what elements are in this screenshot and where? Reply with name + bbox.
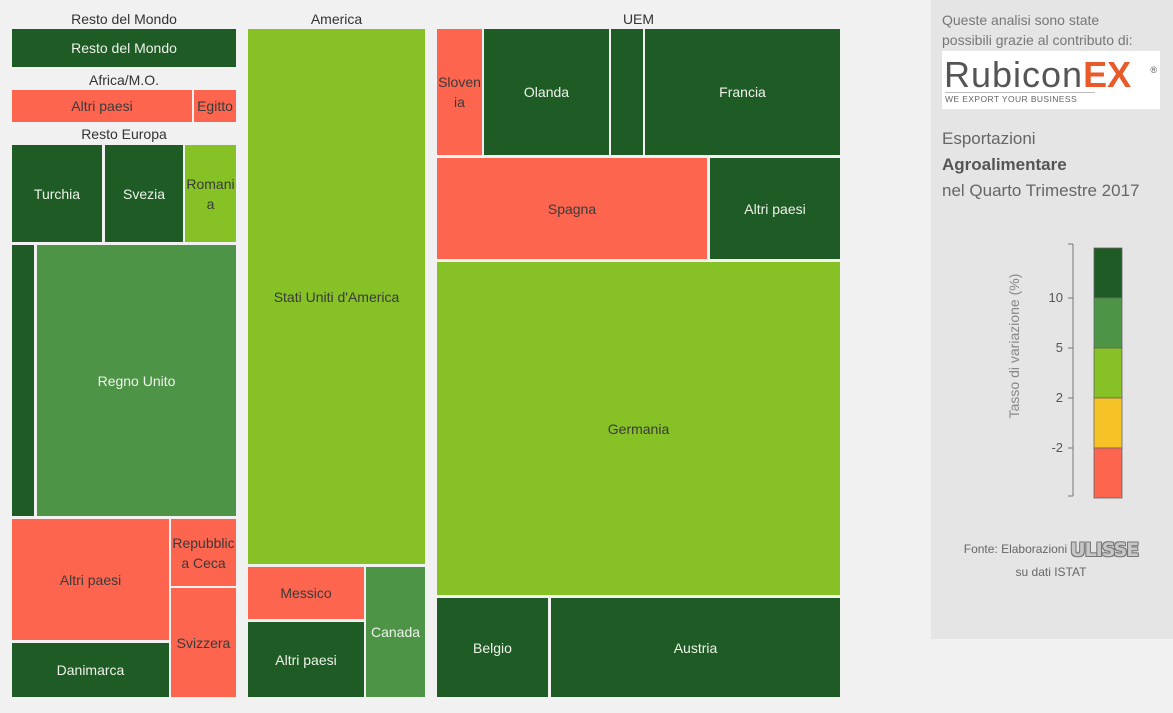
legend-band [1093, 247, 1123, 299]
treemap: Resto del Mondo Resto del Mondo Africa/M.O… [12, 11, 840, 697]
treemap-cell[interactable]: Romania [185, 145, 236, 242]
treemap-cell[interactable]: Austria [551, 598, 840, 697]
treemap-cell[interactable]: Francia [645, 29, 840, 155]
treemap-cell[interactable]: Stati Uniti d'America [248, 29, 425, 564]
registered-mark: ® [1150, 65, 1157, 75]
group-label: UEM [622, 11, 655, 27]
legend-axis-title: Tasso di variazione (%) [1006, 274, 1022, 419]
ulisse-logo: ULISSE [1070, 538, 1139, 561]
legend-tick-label: 2 [1056, 390, 1063, 405]
treemap-cell[interactable]: Olanda [484, 29, 609, 155]
treemap-cell[interactable]: Messico [248, 567, 364, 619]
treemap-cell[interactable]: Altri paesi [710, 158, 840, 259]
legend-band [1093, 347, 1123, 399]
legend-tick-label: 10 [1049, 290, 1063, 305]
group-label: Resto del Mondo [71, 11, 177, 27]
chart-title: Esportazioni Agroalimentare nel Quarto T… [942, 129, 1140, 200]
treemap-cell[interactable] [12, 245, 34, 516]
treemap-cell[interactable]: Svizzera [171, 588, 236, 697]
treemap-cell[interactable]: Turchia [12, 145, 102, 242]
treemap-cell[interactable]: Canada [366, 567, 425, 697]
sidebar-panel: Queste analisi sono state possibili graz… [931, 0, 1173, 639]
legend-tick-label: 5 [1056, 340, 1063, 355]
treemap-cell[interactable] [611, 29, 643, 155]
treemap-cell[interactable]: Egitto [194, 90, 236, 122]
treemap-cell[interactable]: Altri paesi [12, 519, 169, 640]
logo-divider [945, 92, 1095, 93]
color-legend: 10 5 2 -2 Tasso di variazione (%) [1006, 243, 1123, 499]
treemap-cell[interactable]: Repubblica Ceca [171, 519, 236, 586]
group-label: America [310, 11, 363, 27]
treemap-cell[interactable]: Spagna [437, 158, 707, 259]
treemap-cell[interactable]: Germania [437, 262, 840, 595]
treemap-cell[interactable]: Danimarca [12, 643, 169, 697]
legend-band [1093, 397, 1123, 449]
source-note: Fonte: Elaborazioni ULISSE su dati ISTAT [963, 538, 1140, 579]
treemap-cell[interactable]: Altri paesi [12, 90, 192, 122]
treemap-cell[interactable]: Slovenia [437, 29, 482, 155]
treemap-cell[interactable]: Belgio [437, 598, 548, 697]
legend-band [1093, 297, 1123, 349]
treemap-cell[interactable]: Resto del Mondo [12, 29, 236, 67]
treemap-cell[interactable]: Regno Unito [37, 245, 236, 516]
treemap-cell[interactable]: Altri paesi [248, 622, 364, 697]
legend-tick-label: -2 [1051, 440, 1063, 455]
group-label: Africa/M.O. [88, 72, 159, 88]
rubiconex-logo[interactable]: RubiconEX ® WE EXPORT YOUR BUSINESS [942, 51, 1160, 109]
logo-tagline: WE EXPORT YOUR BUSINESS [945, 94, 1078, 104]
treemap-cell[interactable]: Svezia [105, 145, 183, 242]
sponsor-intro: Queste analisi sono state possibili graz… [942, 12, 1133, 48]
group-label: Resto Europa [81, 126, 167, 142]
logo-wordmark: RubiconEX [944, 54, 1132, 95]
legend-band [1093, 447, 1123, 499]
